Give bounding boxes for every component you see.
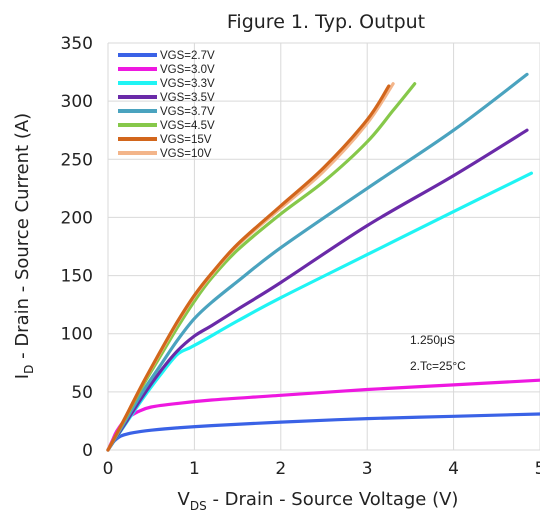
chart-title: Figure 1. Typ. Output (227, 11, 425, 33)
x-axis-label: VDS - Drain - Source Voltage (V) (178, 489, 459, 513)
x-axis-label-rest: - Drain - Source Voltage (V) (207, 489, 459, 510)
legend-entry: VGS=3.5V (160, 92, 215, 104)
annotation-case-temperature: 2.Tc=25°C (410, 359, 466, 373)
legend-entry: VGS=4.5V (160, 120, 215, 132)
series-lines (106, 72, 540, 452)
legend-entry: VGS=2.7V (160, 50, 215, 62)
tick-labels: 0 50 100 150 200 250 300 350 0 1 2 3 4 5 (61, 34, 540, 479)
legend-entry: VGS=15V (160, 134, 212, 146)
x-tick-label: 2 (275, 459, 286, 479)
x-tick-label: 4 (448, 459, 459, 479)
x-tick-label: 5 (535, 459, 540, 479)
y-axis-label: ID - Drain - Source Current (A) (12, 113, 36, 379)
series-line-vgs-3-7v (106, 72, 529, 452)
x-axis-label-subscript: DS (190, 499, 207, 513)
y-axis-label-main: I (12, 374, 33, 379)
series-line-vgs-3-5v (106, 128, 529, 452)
legend-entry: VGS=3.7V (160, 106, 215, 118)
x-tick-label: 0 (103, 459, 114, 479)
legend-entry: VGS=10V (160, 148, 212, 160)
y-axis-label-subscript: D (22, 365, 36, 374)
y-tick-label: 150 (61, 267, 93, 287)
series-line-vgs-2-7v (106, 412, 540, 452)
series-line-vgs-3-3v (106, 171, 533, 452)
x-tick-label: 3 (362, 459, 373, 479)
legend-entry: VGS=3.0V (160, 64, 215, 76)
gridlines (107, 42, 540, 451)
y-tick-label: 300 (61, 92, 93, 112)
y-tick-label: 0 (82, 441, 93, 461)
legend-entry: VGS=3.3V (160, 78, 215, 90)
y-axis-label-rest: - Drain - Source Current (A) (12, 113, 33, 365)
legend: VGS=2.7V VGS=3.0V VGS=3.3V VGS=3.5V VGS=3.7V… (118, 50, 215, 160)
y-tick-label: 50 (71, 383, 93, 403)
y-tick-label: 250 (61, 150, 93, 170)
x-axis-label-main: V (178, 489, 191, 510)
annotation-pulse-width: 1.250μS (410, 333, 455, 347)
annotations: 1.250μS 2.Tc=25°C (410, 333, 466, 373)
y-tick-label: 200 (61, 208, 93, 228)
series-line-vgs-15v (106, 84, 391, 452)
x-tick-label: 1 (189, 459, 200, 479)
y-tick-label: 100 (61, 325, 93, 345)
y-tick-label: 350 (61, 34, 93, 54)
